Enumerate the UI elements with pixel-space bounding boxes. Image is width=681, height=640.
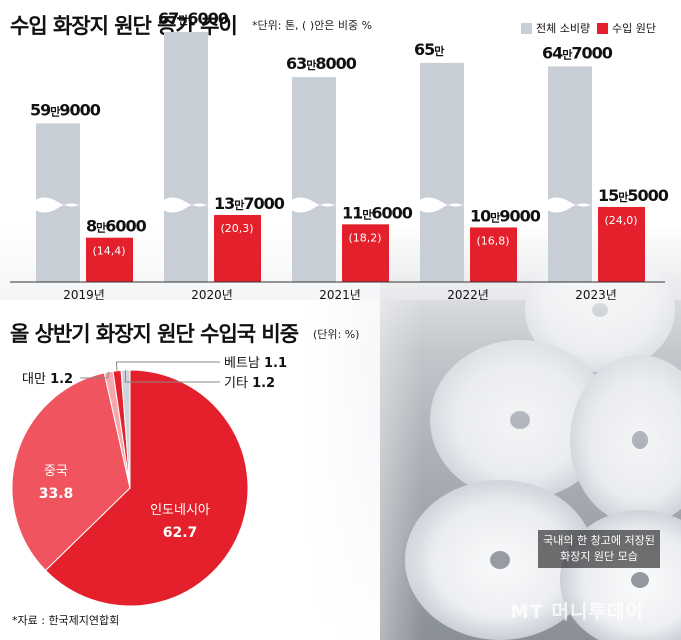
pie-slice-중국 <box>11 372 131 572</box>
bar-chart-unit-note: *단위: 톤, ( )안은 비중 % <box>252 19 373 32</box>
bar-import-2023년 <box>598 206 645 282</box>
bar-total-label-2020년: 67만6000 <box>158 9 229 28</box>
pie-leader-대만 <box>80 371 110 379</box>
bar-chart: 59만9000 8만6000 (14,4) 2019년 67만6000 13만7000 (2… <box>10 9 670 302</box>
pie-label-name-인도네시아: 인도네시아 <box>150 503 210 518</box>
axis-break-2022년 <box>416 197 468 213</box>
bar-import-label-2023년: 15만5000 <box>598 186 669 205</box>
legend-import-swatch <box>597 22 608 34</box>
x-tick-label-2019년: 2019년 <box>63 288 105 302</box>
pie-label-대만: 대만 1.2 <box>22 372 73 387</box>
bar-total-label-2023년: 64만7000 <box>542 43 613 62</box>
axis-break-2020년 <box>160 197 212 213</box>
pie-chart-title: 올 상반기 화장지 원단 수입국 비중 <box>10 322 299 346</box>
axis-break-2021년 <box>288 197 340 213</box>
bar-import-label-2021년: 11만6000 <box>342 203 413 222</box>
bar-import-share-2023년: (24,0) <box>604 214 637 227</box>
bar-import-2022년 <box>470 227 517 282</box>
legend-total: 전체 소비량 <box>521 20 590 36</box>
bar-import-label-2019년: 8만6000 <box>86 217 147 236</box>
bar-total-label-2022년: 65만 <box>414 40 444 59</box>
x-tick-label-2022년: 2022년 <box>447 288 489 302</box>
photo-caption-line-1: 국내의 한 창고에 저장된 <box>543 534 655 547</box>
pie-label-베트남: 베트남 1.1 <box>224 356 287 371</box>
bar-import-share-2019년: (14,4) <box>92 245 125 258</box>
source-note: *자료 : 한국제지연합회 <box>12 614 120 627</box>
bar-import-label-2020년: 13만7000 <box>214 194 285 213</box>
pie-label-value-중국: 33.8 <box>39 486 74 502</box>
bar-total-2023년 <box>548 66 592 282</box>
pie-label-name-중국: 중국 <box>44 464 68 479</box>
pie-slice-인도네시아 <box>44 369 249 607</box>
bar-total-label-2021년: 63만8000 <box>286 54 357 73</box>
pie-leader-베트남 <box>115 361 220 371</box>
x-tick-label-2020년: 2020년 <box>191 288 233 302</box>
axis-break-2023년 <box>544 197 596 213</box>
bar-import-label-2022년: 10만9000 <box>470 206 541 225</box>
pie-chart: 인도네시아 62.7 중국 33.8 대만 1.2 베트남 1.1 기타 1.2 <box>11 356 287 607</box>
bar-import-2020년 <box>214 214 261 282</box>
legend-import-label: 수입 원단 <box>612 22 656 35</box>
bar-total-2022년 <box>420 62 464 282</box>
bar-import-2019년 <box>86 237 133 282</box>
legend-total-swatch <box>521 22 532 34</box>
bar-import-share-2022년: (16,8) <box>476 234 509 247</box>
legend-total-label: 전체 소비량 <box>536 22 591 35</box>
photo-caption: 국내의 한 창고에 저장된 화장지 원단 모습 <box>538 530 660 568</box>
bar-import-share-2020년: (20,3) <box>220 222 253 235</box>
bar-import-share-2021년: (18,2) <box>348 231 381 244</box>
x-tick-label-2023년: 2023년 <box>575 288 617 302</box>
pie-leader-기타 <box>124 370 220 383</box>
pie-chart-unit-note: (단위: %) <box>313 328 360 341</box>
bar-total-2021년 <box>292 77 336 282</box>
photo-caption-line-2: 화장지 원단 모습 <box>560 550 638 563</box>
watermark-logo: MT 머니투데이 <box>510 601 644 623</box>
bar-total-label-2019년: 59만9000 <box>30 100 101 119</box>
x-tick-label-2021년: 2021년 <box>319 288 361 302</box>
pie-label-value-인도네시아: 62.7 <box>163 525 198 541</box>
bar-total-2020년 <box>164 32 208 282</box>
legend-import: 수입 원단 <box>597 20 656 36</box>
pie-slice-기타 <box>120 369 131 489</box>
pie-label-기타: 기타 1.2 <box>224 376 275 391</box>
bar-import-2021년 <box>342 224 389 282</box>
axis-break-2019년 <box>32 197 84 213</box>
